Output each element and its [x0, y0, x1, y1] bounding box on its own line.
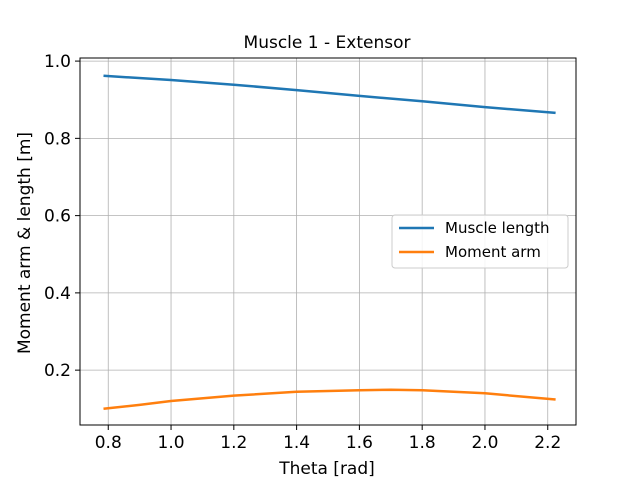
- y-tick-label: 0.4: [44, 284, 71, 304]
- x-tick-label: 0.8: [95, 433, 122, 453]
- x-tick-label: 1.6: [346, 433, 373, 453]
- y-tick-label: 1.0: [44, 52, 71, 72]
- x-tick-label: 1.0: [158, 433, 185, 453]
- x-tick-label: 2.2: [534, 433, 561, 453]
- legend-label: Moment arm: [445, 243, 541, 261]
- legend-box: [391, 214, 569, 269]
- x-axis-ticks: 0.8 1.0 1.2 1.4 1.6 1.8 2.0 2.2: [95, 425, 561, 453]
- x-tick-label: 2.0: [471, 433, 498, 453]
- y-axis-label: Moment arm & length [m]: [15, 132, 35, 354]
- x-axis-label: Theta [rad]: [278, 459, 375, 478]
- y-axis-ticks: 0.2 0.4 0.6 0.8 1.0: [44, 52, 80, 381]
- series-line-moment-arm: [103, 388, 556, 411]
- x-tick-label: 1.2: [220, 433, 247, 453]
- series-line-muscle-length: [103, 74, 556, 115]
- x-tick-label: 1.4: [283, 433, 310, 453]
- y-tick-label: 0.2: [44, 361, 71, 381]
- legend: Muscle length Moment arm: [391, 214, 569, 269]
- y-tick-label: 0.6: [44, 207, 71, 227]
- y-tick-label: 0.8: [44, 129, 71, 149]
- chart-title: Muscle 1 - Extensor: [244, 33, 411, 53]
- plot-frame: [79, 57, 577, 426]
- legend-label: Muscle length: [445, 219, 550, 237]
- x-tick-label: 1.8: [409, 433, 436, 453]
- series-layer: [103, 74, 556, 411]
